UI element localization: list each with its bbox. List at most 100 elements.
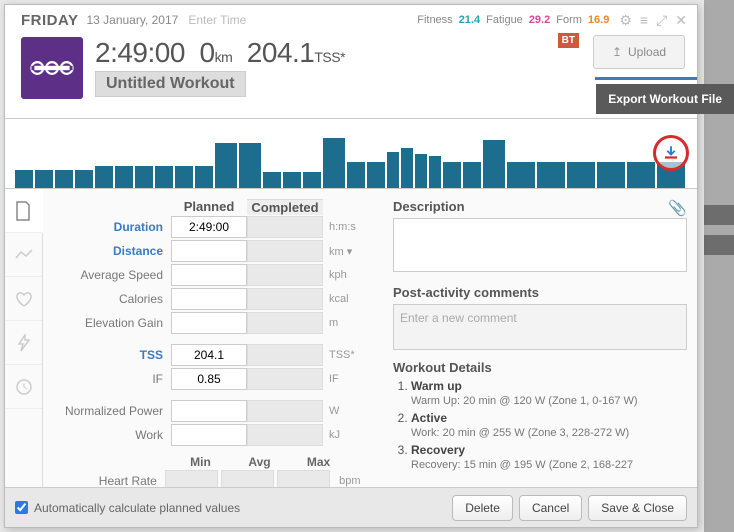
planned-input[interactable] bbox=[171, 288, 247, 310]
tab-time[interactable] bbox=[5, 365, 42, 409]
fitness-label: Fitness bbox=[417, 14, 452, 26]
workout-profile-chart bbox=[5, 119, 697, 189]
chart-bar bbox=[429, 156, 441, 188]
metric-label[interactable]: TSS bbox=[43, 348, 171, 362]
metric-label: IF bbox=[43, 372, 171, 386]
planned-input[interactable] bbox=[171, 264, 247, 286]
workout-step: Warm upWarm Up: 20 min @ 120 W (Zone 1, … bbox=[411, 379, 687, 407]
expand-icon[interactable]: ⤢ bbox=[656, 12, 667, 29]
metric-label: Normalized Power bbox=[43, 404, 171, 418]
metric-label: Calories bbox=[43, 292, 171, 306]
metric-row: Calories kcal bbox=[43, 287, 379, 311]
attachment-icon[interactable]: 📎 bbox=[668, 199, 687, 217]
dialog-header: FRIDAY 13 January, 2017 Enter Time Fitne… bbox=[5, 5, 697, 119]
completed-cell bbox=[247, 368, 323, 390]
metric-label[interactable]: Distance bbox=[43, 244, 171, 258]
chart-bar bbox=[323, 138, 345, 188]
tab-heart[interactable] bbox=[5, 277, 42, 321]
chart-bar bbox=[567, 162, 595, 188]
chart-bar bbox=[239, 143, 261, 188]
upload-button[interactable]: Upload bbox=[593, 35, 685, 69]
completed-header: Completed bbox=[247, 199, 323, 215]
chart-bar bbox=[263, 172, 281, 188]
gear-icon[interactable]: ⚙ bbox=[619, 12, 632, 29]
completed-cell bbox=[247, 424, 323, 446]
metric-row: IF IF bbox=[43, 367, 379, 391]
chart-bar bbox=[155, 166, 173, 188]
unit-label: IF bbox=[323, 373, 371, 385]
chart-bar bbox=[347, 162, 365, 188]
tab-power[interactable] bbox=[5, 321, 42, 365]
list-icon[interactable]: ≡ bbox=[640, 12, 648, 29]
planned-input[interactable] bbox=[171, 312, 247, 334]
accent-line bbox=[595, 77, 697, 80]
unit-label: kph bbox=[323, 269, 371, 281]
planned-input[interactable] bbox=[171, 216, 247, 238]
heart-rate-label: Heart Rate bbox=[43, 474, 165, 487]
date-label: 13 January, 2017 bbox=[86, 13, 178, 27]
chart-bar bbox=[387, 152, 399, 188]
chart-bar bbox=[55, 170, 73, 188]
chart-bar bbox=[283, 172, 301, 188]
auto-calc-checkbox[interactable]: Automatically calculate planned values bbox=[15, 501, 240, 515]
unit-label: TSS* bbox=[323, 349, 371, 361]
metric-row: WorkkJ bbox=[43, 423, 379, 447]
workout-details-label: Workout Details bbox=[393, 360, 687, 375]
chart-bar bbox=[215, 143, 237, 188]
completed-cell bbox=[247, 312, 323, 334]
export-workout-button[interactable] bbox=[653, 135, 689, 171]
metric-label: Elevation Gain bbox=[43, 316, 171, 330]
planned-input[interactable] bbox=[171, 240, 247, 262]
dialog-footer: Automatically calculate planned values D… bbox=[5, 487, 697, 527]
day-label: FRIDAY bbox=[21, 12, 78, 29]
avg-header: Avg bbox=[230, 455, 289, 469]
chart-bar bbox=[15, 170, 33, 188]
fatigue-label: Fatigue bbox=[486, 14, 523, 26]
metric-label: Average Speed bbox=[43, 268, 171, 282]
fitness-value: 21.4 bbox=[459, 14, 480, 26]
chart-bar bbox=[415, 154, 427, 188]
planned-input[interactable] bbox=[171, 400, 247, 422]
max-header: Max bbox=[289, 455, 348, 469]
fatigue-value: 29.2 bbox=[529, 14, 550, 26]
unit-label: W bbox=[323, 405, 371, 417]
min-header: Min bbox=[171, 455, 230, 469]
form-value: 16.9 bbox=[588, 14, 609, 26]
chart-bar bbox=[35, 170, 53, 188]
unit-label: km ▾ bbox=[323, 245, 371, 258]
export-tooltip: Export Workout File bbox=[596, 84, 734, 114]
completed-cell bbox=[247, 400, 323, 422]
chart-bar bbox=[597, 162, 625, 188]
description-input[interactable] bbox=[393, 218, 687, 272]
metric-label[interactable]: Duration bbox=[43, 220, 171, 234]
tab-summary[interactable] bbox=[5, 189, 43, 233]
save-close-button[interactable]: Save & Close bbox=[588, 495, 687, 521]
chart-bar bbox=[627, 162, 655, 188]
metric-row: Normalized Power W bbox=[43, 399, 379, 423]
delete-button[interactable]: Delete bbox=[452, 495, 513, 521]
workout-title-input[interactable]: Untitled Workout bbox=[95, 71, 246, 97]
hr-max bbox=[277, 470, 330, 487]
planned-input[interactable] bbox=[171, 424, 247, 446]
workout-step: ActiveWork: 20 min @ 255 W (Zone 3, 228-… bbox=[411, 411, 687, 439]
workout-dialog: FRIDAY 13 January, 2017 Enter Time Fitne… bbox=[4, 4, 698, 528]
close-icon[interactable]: ✕ bbox=[675, 12, 687, 29]
enter-time-link[interactable]: Enter Time bbox=[188, 13, 246, 27]
chart-bar bbox=[95, 166, 113, 188]
metric-label: Work bbox=[43, 428, 171, 442]
comments-input[interactable]: Enter a new comment bbox=[393, 304, 687, 350]
planned-input[interactable] bbox=[171, 368, 247, 390]
unit-label: kcal bbox=[323, 293, 371, 305]
unit-label: m bbox=[323, 317, 371, 329]
chart-bar bbox=[537, 162, 565, 188]
completed-cell bbox=[247, 240, 323, 262]
post-comments-label: Post-activity comments bbox=[393, 285, 687, 300]
hr-unit: bpm bbox=[333, 475, 379, 487]
cancel-button[interactable]: Cancel bbox=[519, 495, 582, 521]
workout-step: RecoveryRecovery: 15 min @ 195 W (Zone 2… bbox=[411, 443, 687, 471]
tab-chart[interactable] bbox=[5, 233, 42, 277]
chart-bar bbox=[195, 166, 213, 188]
planned-input[interactable] bbox=[171, 344, 247, 366]
hr-avg bbox=[221, 470, 274, 487]
unit-label: h:m:s bbox=[323, 221, 371, 233]
